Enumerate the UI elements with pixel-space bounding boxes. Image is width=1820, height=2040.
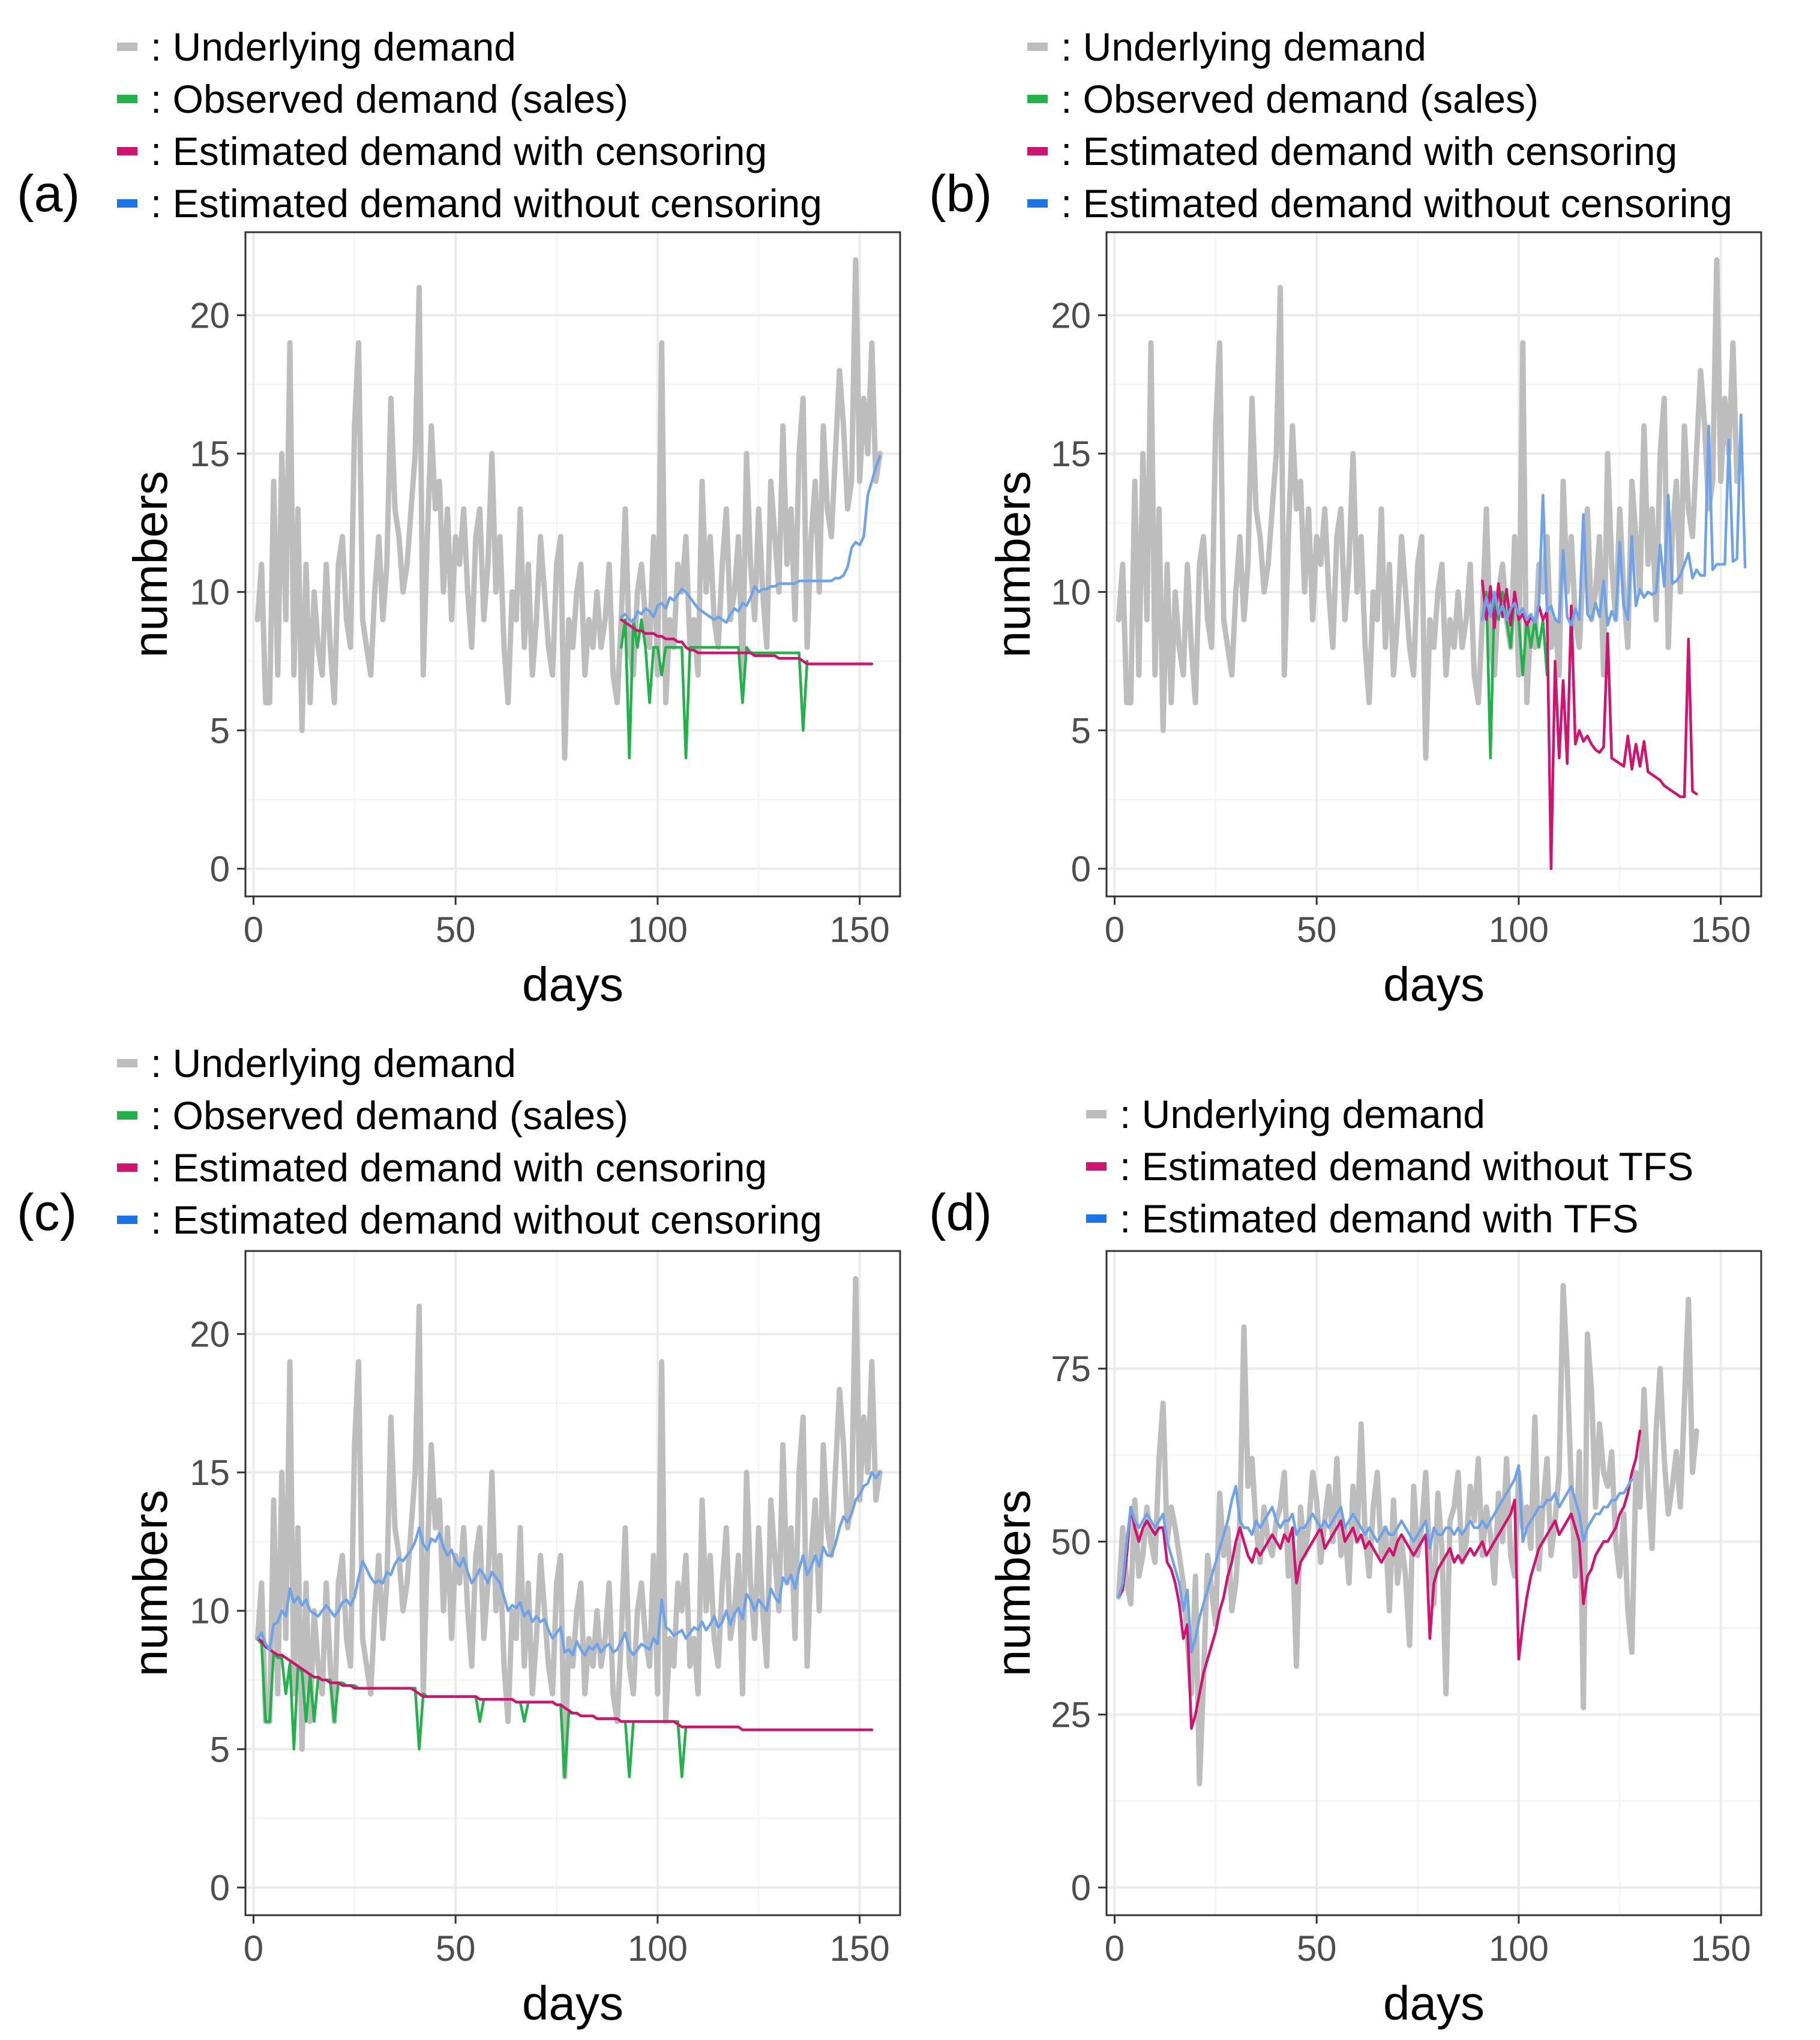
legend-key-with-censoring	[1086, 1162, 1107, 1171]
x-tick-label: 0	[1105, 1928, 1125, 1969]
x-tick-label: 100	[628, 1928, 688, 1969]
legend-label: : Observed demand (sales)	[151, 77, 628, 121]
series-line-underlying	[254, 1276, 883, 1780]
x-tick-label: 50	[1297, 1928, 1337, 1969]
x-tick-label: 50	[436, 1928, 476, 1969]
legend-key-underlying	[1086, 1110, 1107, 1118]
x-tick-label: 0	[244, 910, 263, 950]
panel-a: 0 50 100 150 0 5 10 15 20 days numbers (a) : Underly…	[17, 25, 901, 1011]
panel-label: (c)	[17, 1184, 77, 1241]
plot-frame	[244, 1250, 901, 1916]
panel-c: 0 50 100 150 0 5 10 15 20 days numbers (c) : Underly…	[17, 1041, 901, 2030]
y-tick-label: 15	[190, 434, 230, 474]
x-tick-label: 100	[628, 910, 688, 950]
legend-label: : Estimated demand with censoring	[151, 129, 767, 173]
y-tick-label: 20	[190, 1314, 230, 1354]
y-tick-label: 0	[1071, 1868, 1091, 1908]
legend-label: : Underlying demand	[1120, 1092, 1485, 1136]
y-tick-label: 25	[1051, 1695, 1091, 1735]
legend-label: : Estimated demand without TFS	[1120, 1144, 1693, 1189]
legend-label: : Estimated demand with censoring	[1061, 129, 1677, 173]
legend-key-underlying	[117, 1059, 137, 1067]
legend-key-with-censoring	[1027, 147, 1048, 155]
x-tick-label: 0	[1105, 910, 1125, 950]
series-line-underlying	[1116, 257, 1744, 761]
panel-label: (b)	[929, 165, 992, 223]
y-tick-label: 15	[1051, 434, 1091, 474]
legend-key-underlying	[117, 43, 137, 51]
y-tick-label: 5	[210, 1729, 230, 1769]
series-line-without-censoring	[620, 455, 881, 624]
legend-key-underlying	[1027, 43, 1048, 51]
y-tick-label: 0	[1071, 849, 1091, 889]
series-line-with-censoring	[1117, 1429, 1642, 1730]
legend-label: : Estimated demand with censoring	[151, 1145, 767, 1190]
x-tick-label: 50	[436, 910, 476, 950]
x-tick-label: 0	[244, 1928, 263, 1969]
y-tick-label: 5	[210, 710, 230, 751]
x-tick-label: 100	[1489, 1928, 1549, 1969]
plot-frame	[1105, 231, 1762, 898]
y-tick-label: 15	[190, 1453, 230, 1493]
legend-key-observed	[117, 95, 137, 103]
panel-b: 0 50 100 150 0 5 10 15 20 days numbers (b) : Underly…	[929, 25, 1762, 1011]
y-axis-title: numbers	[124, 1490, 177, 1676]
plot-frame	[1105, 1250, 1762, 1916]
legend-label: : Observed demand (sales)	[1061, 77, 1539, 121]
legend-key-without-censoring	[1086, 1214, 1107, 1223]
series-line-without-censoring	[256, 1471, 881, 1657]
y-tick-label: 10	[190, 1591, 230, 1631]
plot-frame	[244, 231, 901, 898]
legend-label: : Underlying demand	[151, 25, 516, 69]
y-tick-label: 0	[210, 849, 230, 889]
legend-key-observed	[117, 1111, 137, 1120]
y-axis-title: numbers	[987, 1490, 1040, 1676]
x-axis-title: days	[522, 958, 623, 1011]
x-tick-label: 150	[1691, 910, 1751, 950]
y-axis-title: numbers	[987, 471, 1040, 658]
panel-label: (a)	[17, 165, 80, 223]
legend-label: : Estimated demand with TFS	[1120, 1196, 1638, 1241]
legend-label: : Estimated demand without censoring	[151, 181, 822, 226]
x-axis-title: days	[1383, 958, 1485, 1011]
y-tick-label: 5	[1071, 710, 1091, 751]
y-tick-label: 75	[1051, 1349, 1091, 1389]
x-tick-label: 150	[830, 1928, 890, 1969]
legend-label: : Underlying demand	[1061, 25, 1426, 69]
panel-d: 0 50 100 150 0 25 50 75 days numbers (d) : Underlyi…	[929, 1092, 1762, 2030]
series-line-without-censoring	[1117, 1464, 1633, 1654]
legend-key-without-censoring	[1027, 199, 1048, 208]
y-tick-label: 20	[1051, 295, 1091, 335]
y-tick-label: 10	[1051, 572, 1091, 613]
legend-key-with-censoring	[117, 1163, 137, 1172]
legend-key-with-censoring	[117, 147, 137, 155]
series-line-underlying	[254, 257, 883, 761]
series-line-with-censoring	[620, 618, 874, 665]
legend-label: : Estimated demand without censoring	[151, 1198, 822, 1242]
x-tick-label: 100	[1489, 910, 1549, 950]
y-tick-label: 20	[190, 295, 230, 335]
x-tick-label: 150	[830, 910, 890, 950]
y-axis-title: numbers	[124, 471, 177, 658]
legend-key-without-censoring	[117, 1216, 137, 1224]
y-tick-label: 50	[1051, 1522, 1091, 1562]
x-axis-title: days	[1383, 1976, 1485, 2030]
series-line-without-censoring	[1481, 413, 1747, 627]
legend-key-without-censoring	[117, 199, 137, 208]
panel-label: (d)	[929, 1184, 992, 1241]
legend-label: : Underlying demand	[151, 1041, 516, 1085]
y-tick-label: 10	[190, 572, 230, 613]
y-tick-label: 0	[210, 1868, 230, 1908]
x-tick-label: 150	[1691, 1928, 1751, 1969]
legend-label: : Observed demand (sales)	[151, 1093, 628, 1138]
series-line-observed	[620, 618, 809, 760]
series-line-with-censoring	[1481, 579, 1698, 871]
x-axis-title: days	[522, 1976, 623, 2030]
legend-key-observed	[1027, 95, 1048, 103]
series-line-underlying	[1116, 1283, 1699, 1787]
legend-label: : Estimated demand without censoring	[1061, 181, 1732, 226]
x-tick-label: 50	[1297, 910, 1337, 950]
series-line-with-censoring	[256, 1637, 874, 1732]
